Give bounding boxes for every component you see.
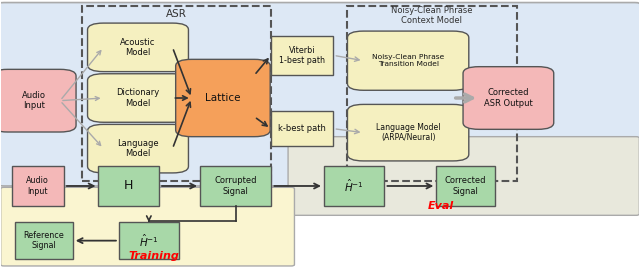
Text: Language
Model: Language Model [117, 139, 159, 158]
FancyBboxPatch shape [88, 74, 188, 122]
FancyBboxPatch shape [1, 187, 294, 266]
Text: Reference
Signal: Reference Signal [24, 231, 65, 250]
Text: Audio
Input: Audio Input [22, 91, 46, 110]
Text: Corrected
Signal: Corrected Signal [445, 176, 486, 196]
FancyBboxPatch shape [88, 124, 188, 173]
FancyBboxPatch shape [0, 69, 76, 132]
Text: Noisy-Clean Phrase
Transition Model: Noisy-Clean Phrase Transition Model [372, 54, 444, 67]
Text: Corrupted
Signal: Corrupted Signal [214, 176, 257, 196]
Text: Viterbi
1-best path: Viterbi 1-best path [279, 46, 325, 65]
Text: Corrected
ASR Output: Corrected ASR Output [484, 88, 532, 108]
FancyBboxPatch shape [88, 23, 188, 72]
FancyBboxPatch shape [271, 36, 333, 75]
Text: Noisy-Clean Phrase
Context Model: Noisy-Clean Phrase Context Model [391, 6, 472, 25]
Text: Acoustic
Model: Acoustic Model [120, 38, 156, 57]
FancyBboxPatch shape [288, 137, 639, 215]
Text: Eval: Eval [428, 201, 454, 211]
Text: $\hat{H}^{-1}$: $\hat{H}^{-1}$ [139, 233, 159, 249]
FancyBboxPatch shape [175, 59, 270, 137]
Text: ASR: ASR [166, 9, 187, 20]
FancyBboxPatch shape [12, 166, 64, 206]
Text: Lattice: Lattice [205, 93, 241, 103]
FancyBboxPatch shape [463, 67, 554, 129]
Text: Language Model
(ARPA/Neural): Language Model (ARPA/Neural) [376, 123, 440, 142]
Text: Audio
Input: Audio Input [26, 176, 49, 196]
FancyBboxPatch shape [271, 111, 333, 146]
FancyBboxPatch shape [15, 222, 73, 259]
FancyBboxPatch shape [98, 166, 159, 206]
FancyBboxPatch shape [0, 3, 640, 186]
Text: Training: Training [129, 251, 179, 262]
Text: Dictionary
Model: Dictionary Model [116, 88, 159, 108]
Text: $\hat{H}^{-1}$: $\hat{H}^{-1}$ [344, 178, 364, 194]
Text: k-best path: k-best path [278, 124, 326, 133]
FancyBboxPatch shape [348, 105, 468, 161]
Text: H: H [124, 180, 133, 192]
FancyBboxPatch shape [200, 166, 271, 206]
FancyBboxPatch shape [436, 166, 495, 206]
FancyBboxPatch shape [118, 222, 179, 259]
FancyBboxPatch shape [348, 31, 468, 90]
FancyBboxPatch shape [323, 166, 384, 206]
